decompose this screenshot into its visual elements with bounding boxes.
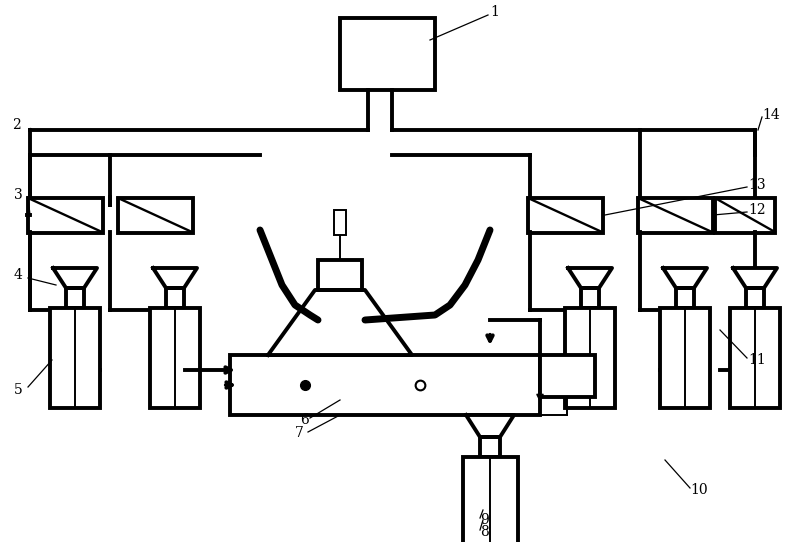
Bar — [676, 288, 694, 308]
Text: 2: 2 — [12, 118, 21, 132]
Bar — [715, 198, 775, 233]
Polygon shape — [466, 415, 514, 437]
Bar — [66, 288, 84, 308]
Bar — [660, 308, 710, 408]
Bar — [746, 288, 764, 308]
Polygon shape — [733, 268, 777, 288]
Polygon shape — [268, 290, 412, 355]
Polygon shape — [153, 268, 197, 288]
Text: 12: 12 — [748, 203, 766, 217]
Bar — [528, 198, 603, 233]
Bar — [28, 198, 103, 233]
Polygon shape — [568, 268, 612, 288]
Text: 4: 4 — [14, 268, 23, 282]
Bar — [118, 198, 193, 233]
Bar — [230, 355, 540, 415]
Polygon shape — [663, 268, 707, 288]
Text: 9: 9 — [480, 513, 489, 527]
Bar — [565, 308, 615, 408]
Bar — [730, 308, 780, 408]
Bar — [540, 355, 595, 397]
Bar — [463, 457, 518, 542]
Text: 5: 5 — [14, 383, 22, 397]
Bar — [340, 18, 435, 90]
Text: 8: 8 — [480, 525, 489, 539]
Text: 6: 6 — [300, 413, 309, 427]
Bar — [318, 260, 362, 290]
Bar — [166, 288, 184, 308]
Polygon shape — [53, 268, 97, 288]
Text: 7: 7 — [295, 426, 304, 440]
Text: 1: 1 — [490, 5, 499, 19]
Bar — [581, 288, 599, 308]
Text: 13: 13 — [748, 178, 766, 192]
Bar — [50, 308, 100, 408]
Text: 3: 3 — [14, 188, 22, 202]
Bar — [150, 308, 200, 408]
Bar — [480, 437, 500, 457]
Text: 10: 10 — [690, 483, 708, 497]
Bar — [334, 210, 346, 235]
Bar — [638, 198, 713, 233]
Text: 14: 14 — [762, 108, 780, 122]
Text: 11: 11 — [748, 353, 766, 367]
